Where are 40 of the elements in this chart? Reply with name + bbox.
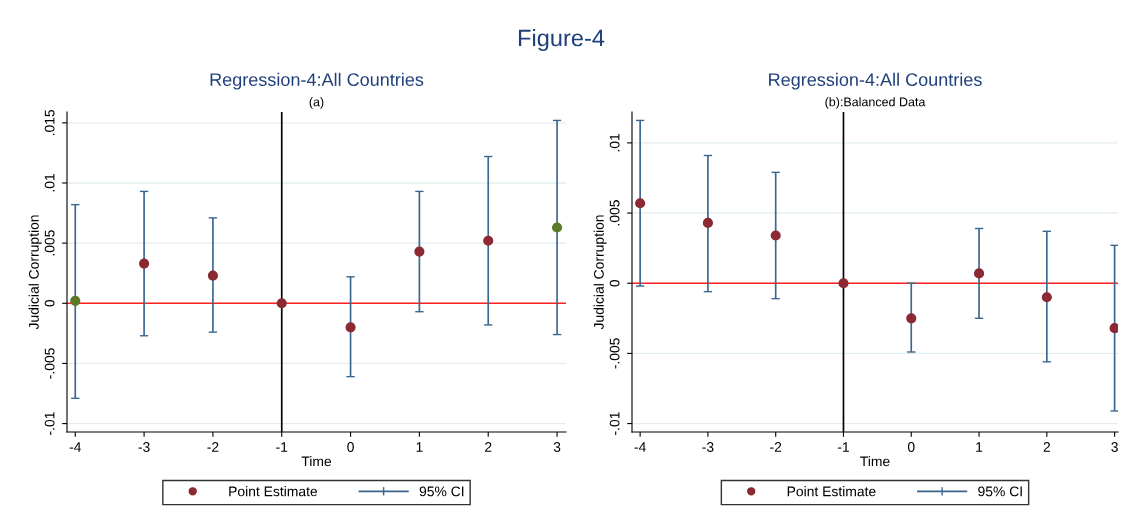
x-tick-label: -4 <box>634 442 646 452</box>
y-axis-title: Judicial Corruption <box>28 215 42 330</box>
y-tick-label: -.005 <box>609 338 620 369</box>
y-tick-label: 0 <box>609 279 620 287</box>
x-tick-label: -2 <box>770 442 782 452</box>
text: Figure-4 <box>518 29 605 52</box>
legend-label: 95% CI <box>978 486 1022 497</box>
y-axis-title: Judicial Corruption <box>593 215 607 330</box>
y-tick-label: -.005 <box>44 348 55 379</box>
chart-subtitle: (a) <box>309 97 324 109</box>
chart-subtitle: (b):Balanced Data <box>825 97 926 109</box>
y-tick-label: .01 <box>44 174 55 192</box>
x-tick-label: 2 <box>1043 442 1050 452</box>
x-tick-label: 1 <box>416 442 423 452</box>
x-tick-label: -1 <box>837 442 849 452</box>
x-tick-label: -1 <box>276 442 288 452</box>
x-tick-label: 1 <box>976 442 983 452</box>
x-tick-label: -3 <box>702 442 714 452</box>
legend-label: Point Estimate <box>787 486 876 497</box>
y-tick-label: .01 <box>609 133 620 152</box>
y-tick-label: .015 <box>44 109 55 136</box>
x-axis-title: Time <box>301 456 332 467</box>
x-tick-label: 2 <box>485 442 492 452</box>
y-tick-label: -.01 <box>609 412 620 435</box>
y-tick-label: -.01 <box>44 412 55 435</box>
y-tick-label: .005 <box>44 230 55 256</box>
chart-title: Regression-4:All Countries <box>769 72 982 90</box>
x-tick-label: -2 <box>207 442 219 452</box>
chart-title: Regression-4:All Countries <box>210 72 424 90</box>
y-tick-label: .005 <box>609 200 620 226</box>
y-tick-label: 0 <box>44 299 55 307</box>
legend-label: 95% CI <box>419 486 464 497</box>
x-tick-label: 0 <box>347 442 354 452</box>
x-tick-label: 3 <box>1111 442 1118 452</box>
x-tick-label: -4 <box>69 442 82 452</box>
x-tick-label: 3 <box>553 442 561 452</box>
x-axis-title: Time <box>860 456 890 467</box>
legend-label: Point Estimate <box>229 486 318 497</box>
x-tick-label: -3 <box>138 442 150 452</box>
x-tick-label: 0 <box>907 442 915 452</box>
